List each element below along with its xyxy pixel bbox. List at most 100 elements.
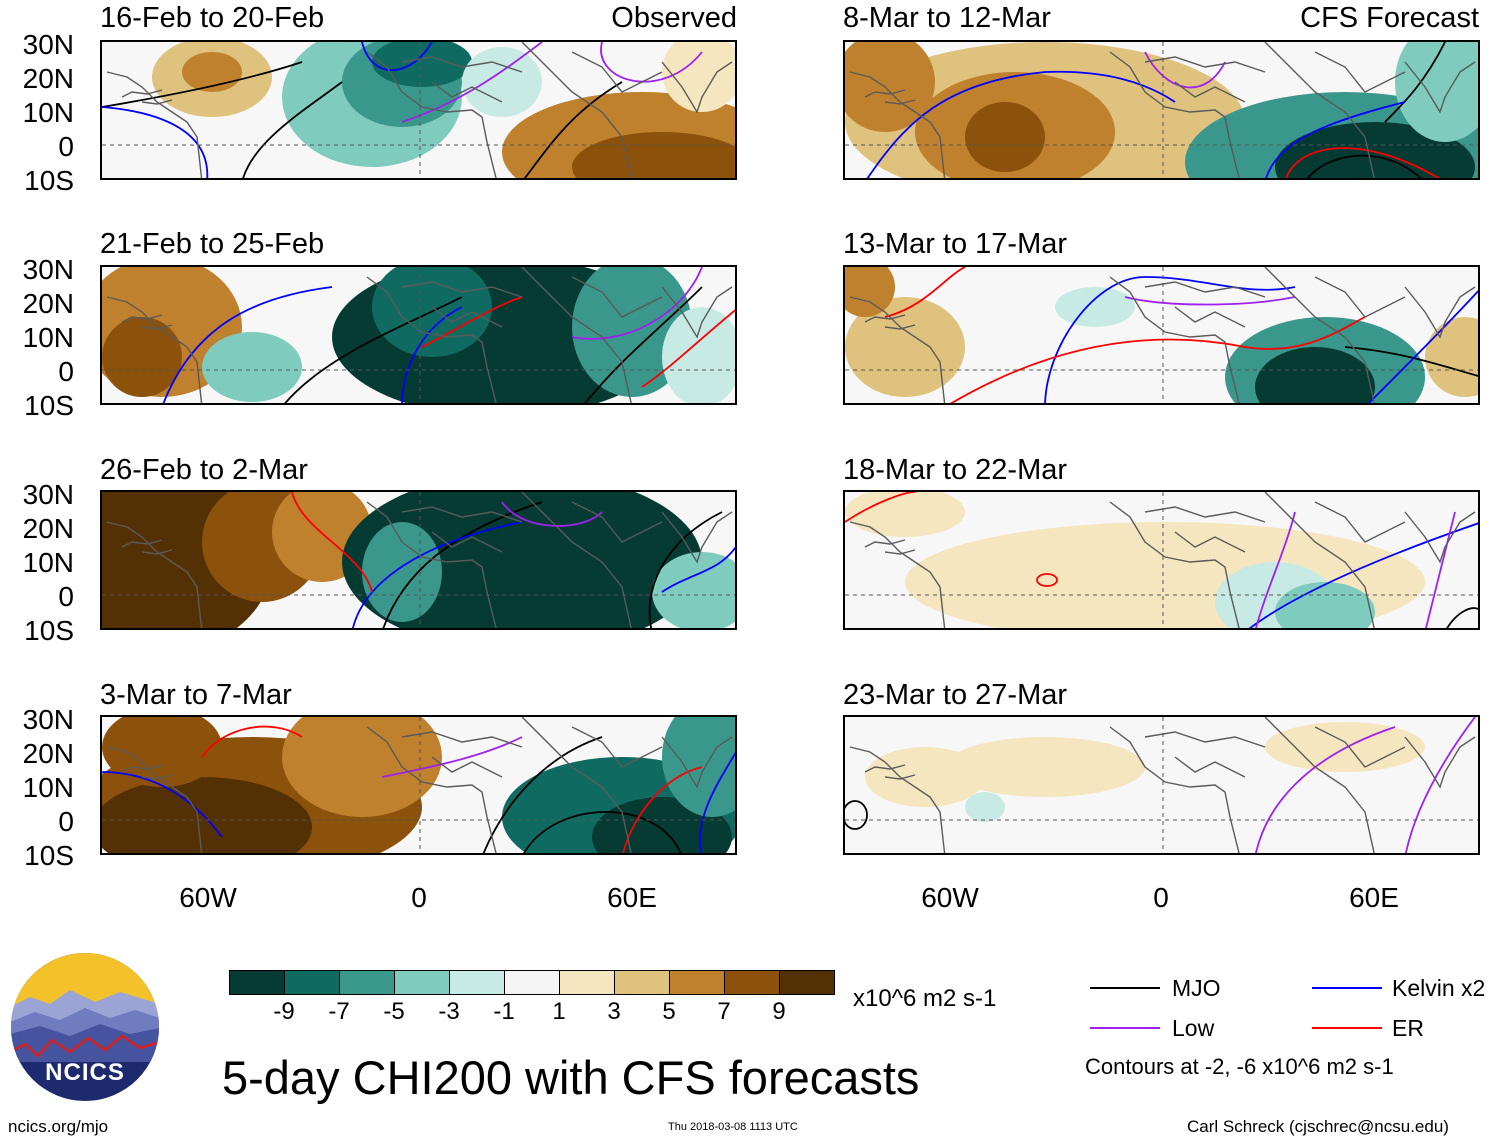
er-contour <box>884 267 966 318</box>
lat-label-0-3: 0 <box>58 581 74 612</box>
footer-url[interactable]: ncics.org/mjo <box>8 1117 109 1136</box>
anomaly-region <box>202 332 302 402</box>
lat-label-10s-3: 10S <box>24 615 74 646</box>
colorbar-swatch <box>284 970 340 995</box>
low-contour <box>600 42 703 83</box>
kelvin-contour <box>1044 276 1296 403</box>
mjo-contour <box>1384 42 1446 123</box>
anomaly-region <box>1255 347 1375 403</box>
mjo-contour <box>584 286 703 403</box>
anomaly-region <box>572 132 735 178</box>
er-contour <box>201 725 303 758</box>
panel-title-5: 8-Mar to 12-Mar <box>843 2 1051 34</box>
legend-label-mjo: MJO <box>1172 975 1221 1001</box>
reference-gridlines <box>845 492 1478 628</box>
map-panel-7 <box>843 490 1480 630</box>
map-panel-8 <box>843 715 1480 855</box>
colorbar-swatch <box>229 970 285 995</box>
colorbar-swatch <box>779 970 835 995</box>
colorbar-swatch <box>504 970 560 995</box>
colorbar-swatch <box>614 970 670 995</box>
panel-tag-cfs-forecast: CFS Forecast <box>1300 2 1479 34</box>
footer-author: Carl Schreck (cjschrec@ncsu.edu) <box>1187 1117 1449 1136</box>
colorbar-label: -5 <box>383 998 405 1025</box>
colorbar-label: 1 <box>552 998 566 1025</box>
lat-label-0-1: 0 <box>58 131 74 162</box>
colorbar-label: 3 <box>607 998 621 1025</box>
reference-gridlines <box>845 717 1478 853</box>
kelvin-contour <box>661 546 735 593</box>
reference-gridlines <box>102 717 735 853</box>
anomaly-region <box>662 42 735 112</box>
colorbar-label: 7 <box>717 998 731 1025</box>
map-canvas <box>845 42 1478 178</box>
kelvin-contour <box>352 521 523 628</box>
coastlines <box>849 717 1476 853</box>
lat-label-20n-3: 20N <box>22 513 74 544</box>
reference-gridlines <box>102 492 735 628</box>
lon-label-60w-left: 60W <box>179 882 237 913</box>
reference-gridlines <box>102 267 735 403</box>
panel-title-2: 21-Feb to 25-Feb <box>100 228 325 260</box>
ncics-logo-text: NCICS <box>45 1059 125 1086</box>
kelvin-contour <box>699 752 735 853</box>
anomaly-region <box>662 307 735 403</box>
low-contour <box>501 501 603 527</box>
coastlines <box>849 492 1476 628</box>
anomaly-region <box>865 747 985 807</box>
lon-label-60e-right: 60E <box>1349 882 1399 913</box>
lat-label-10n-2: 10N <box>22 322 74 353</box>
colorbar-label: 5 <box>662 998 676 1025</box>
coastlines <box>106 267 733 403</box>
low-contour <box>1124 296 1296 306</box>
lat-label-30n-3: 30N <box>22 479 74 510</box>
ncics-logo: NCICS <box>11 953 159 1101</box>
mjo-contour <box>1307 154 1422 178</box>
figure-title: 5-day CHI200 with CFS forecasts <box>222 1051 920 1104</box>
er-contour <box>291 492 373 593</box>
low-contour <box>381 736 523 778</box>
panel-title-1: 16-Feb to 20-Feb <box>100 2 325 34</box>
lon-label-60w-right: 60W <box>921 882 979 913</box>
anomaly-region <box>965 792 1005 822</box>
er-contour <box>1036 573 1058 587</box>
anomaly-region <box>662 717 735 817</box>
anomaly-region <box>1055 287 1135 327</box>
mjo-contour <box>1446 607 1478 628</box>
panel-title-8: 23-Mar to 27-Mar <box>843 679 1068 711</box>
er-contour <box>622 766 703 853</box>
coastlines <box>849 42 1476 178</box>
kelvin-contour <box>1248 522 1478 628</box>
map-canvas <box>845 492 1478 628</box>
colorbar-swatch <box>339 970 395 995</box>
lon-label-0-right: 0 <box>1153 882 1169 913</box>
mjo-contour <box>648 511 723 628</box>
lat-label-20n-1: 20N <box>22 63 74 94</box>
mjo-contour <box>1344 346 1478 377</box>
lat-label-0-2: 0 <box>58 356 74 387</box>
anomaly-region <box>462 47 542 117</box>
kelvin-contour <box>162 286 333 403</box>
anomaly-region <box>965 102 1045 172</box>
colorbar-label: -1 <box>493 998 515 1025</box>
panel-tag-observed: Observed <box>611 2 737 34</box>
anomaly-region <box>102 717 222 787</box>
map-canvas <box>102 42 735 178</box>
reference-gridlines <box>845 267 1478 403</box>
map-canvas <box>845 717 1478 853</box>
colorbar <box>229 970 835 995</box>
panel-title-7: 18-Mar to 22-Mar <box>843 454 1068 486</box>
low-contour <box>1425 511 1456 628</box>
mjo-contour <box>382 501 543 628</box>
panel-title-4: 3-Mar to 7-Mar <box>100 679 292 711</box>
kelvin-contour <box>361 42 433 72</box>
colorbar-label: -7 <box>328 998 350 1025</box>
lat-label-10s-4: 10S <box>24 840 74 871</box>
low-contour <box>1404 717 1476 853</box>
kelvin-contour <box>1265 101 1406 178</box>
anomaly-region <box>102 317 182 397</box>
lat-label-20n-4: 20N <box>22 738 74 769</box>
er-contour <box>421 296 523 348</box>
lat-label-10n-4: 10N <box>22 772 74 803</box>
kelvin-contour <box>401 306 463 403</box>
